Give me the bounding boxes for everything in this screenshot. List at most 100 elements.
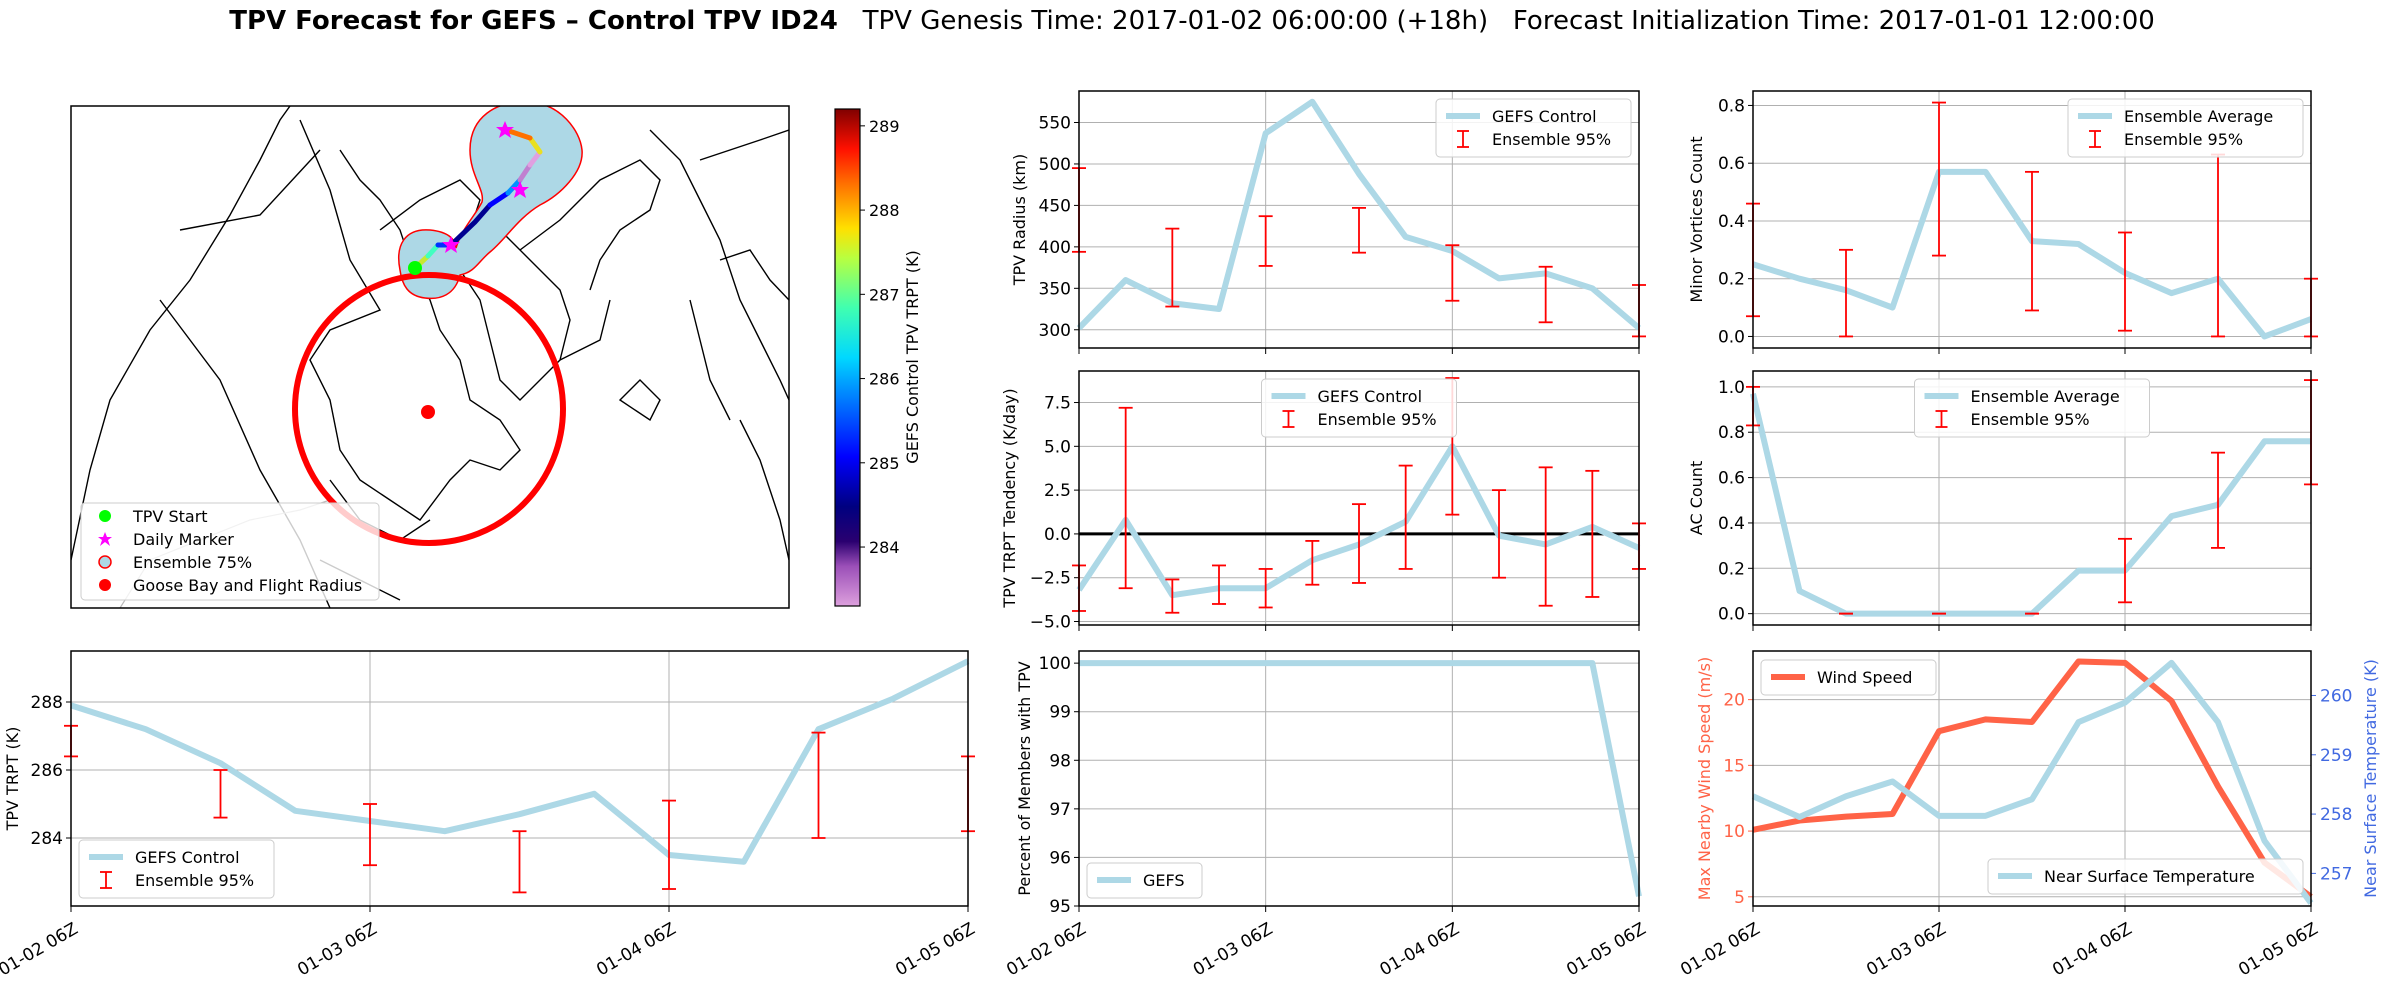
tpv-start-marker xyxy=(408,261,422,275)
y-tick-label: 1.0 xyxy=(1718,378,1745,398)
colorbar-gradient xyxy=(834,108,861,607)
x-tick-label: 01-03 06Z xyxy=(1863,919,1949,980)
y-tick-label: 0.6 xyxy=(1718,154,1745,174)
x-tick-label: 01-05 06Z xyxy=(892,919,978,980)
legend-label: GEFS Control xyxy=(1318,387,1423,406)
plot-frame xyxy=(1078,650,1640,907)
daily-marker xyxy=(442,236,460,253)
legend-label: Ensemble 95% xyxy=(1492,130,1611,149)
legend-label: Wind Speed xyxy=(1817,668,1912,687)
trpt-chart: 284 286 288 01-02 06Z 01-03 06Z 01-04 06Z 01-0… xyxy=(0,650,979,980)
legend-box xyxy=(1987,858,2304,895)
plot-frame xyxy=(1078,90,1640,349)
plot-frame xyxy=(1752,650,2312,907)
series-line xyxy=(1752,658,2313,900)
y2-tick-label: 257 xyxy=(2320,864,2352,884)
legend-goose-bay-icon xyxy=(99,579,111,591)
y-axis-label: TPV TRPT Tendency (K/day) xyxy=(1000,388,1019,608)
radius-chart: 300 350 400 450 500 550 TPV Radius (km) GEFS Co… xyxy=(1010,90,1646,354)
ac-count-chart: 0.0 0.2 0.4 0.6 0.8 1.0 AC Count Ensemble Avera… xyxy=(1687,370,2318,631)
x-tick-label: 01-03 06Z xyxy=(294,919,380,980)
y-tick-label: 450 xyxy=(1039,196,1071,216)
y-tick-label: 500 xyxy=(1039,155,1071,175)
y2-axis-label: Near Surface Temperature (K) xyxy=(2361,659,2380,898)
plot-frame xyxy=(1752,370,2312,626)
colorbar-label: GEFS Control TPV TRPT (K) xyxy=(903,250,922,463)
wind-temperature-chart: 5 10 15 20 257 258 259 260 Near Surface Temperat… xyxy=(1677,650,2380,980)
chart-legend: GEFS xyxy=(1086,862,1203,899)
y-tick-label: 0.4 xyxy=(1718,514,1745,534)
y-tick-label: 7.5 xyxy=(1044,394,1071,414)
y-tick-label: 95 xyxy=(1049,897,1071,917)
legend-label: Ensemble 95% xyxy=(135,871,254,890)
series-line xyxy=(1079,660,1642,897)
chart-legend: GEFS Control Ensemble 95% xyxy=(78,839,275,899)
y-axis-label: Percent of Members with TPV xyxy=(1015,661,1034,895)
legend-label: GEFS Control xyxy=(135,848,240,867)
tpv-track xyxy=(412,127,543,271)
daily-marker xyxy=(496,121,514,138)
legend-box xyxy=(1086,862,1203,899)
legend-box xyxy=(2067,98,2304,158)
colorbar-tick-label: 289 xyxy=(869,117,900,136)
y-tick-label: 2.5 xyxy=(1044,481,1071,501)
daily-marker xyxy=(511,181,529,198)
legend-label: Ensemble Average xyxy=(1971,387,2120,406)
x-tick-label: 01-02 06Z xyxy=(0,919,82,980)
chart-legend: GEFS Control Ensemble 95% xyxy=(1435,98,1632,158)
y-tick-label: 288 xyxy=(31,693,63,713)
y-tick-label: 0.2 xyxy=(1718,559,1745,579)
y-tick-label: 350 xyxy=(1039,279,1071,299)
y-tick-label: −5.0 xyxy=(1030,612,1071,632)
x-tick-label: 01-02 06Z xyxy=(1003,919,1089,980)
y-axis-label: Minor Vortices Count xyxy=(1687,136,1706,302)
y-tick-label: 300 xyxy=(1039,321,1071,341)
tendency-chart: −5.0 −2.5 0.0 2.5 5.0 7.5 TPV TRPT Tendency (K… xyxy=(1000,370,1646,632)
y-axis-label: Max Nearby Wind Speed (m/s) xyxy=(1695,657,1714,900)
colorbar: 284 285 286 287 288 289 GEFS Control TPV TRPT… xyxy=(834,108,922,607)
colorbar-tick-label: 288 xyxy=(869,201,900,220)
title-init: Forecast Initialization Time: 2017-01-01… xyxy=(1512,6,2155,36)
x-tick-label: 01-05 06Z xyxy=(2235,919,2321,980)
y-tick-label: 0.8 xyxy=(1718,423,1745,443)
goose-bay-marker xyxy=(421,405,435,419)
colorbar-tick-label: 287 xyxy=(869,285,900,304)
series-line xyxy=(70,658,970,865)
y-tick-label: 400 xyxy=(1039,238,1071,258)
legend-box xyxy=(1760,659,1937,696)
y2-tick-label: 259 xyxy=(2320,746,2352,766)
y-axis-label: TPV TRPT (K) xyxy=(3,727,22,832)
legend-box xyxy=(1914,378,2150,438)
y-tick-label: 286 xyxy=(31,761,63,781)
x-tick-label: 01-04 06Z xyxy=(2049,919,2135,980)
y-tick-label: 0.0 xyxy=(1718,327,1745,347)
chart-legend: Ensemble Average Ensemble 95% xyxy=(2067,98,2304,158)
y-tick-label: 98 xyxy=(1049,751,1071,771)
map-frame xyxy=(70,105,790,609)
figure-title: TPV Forecast for GEFS – Control TPV ID24… xyxy=(0,6,2384,36)
legend-label: GEFS xyxy=(1143,871,1185,890)
y-tick-label: 97 xyxy=(1049,800,1071,820)
map-legend-label: TPV Start xyxy=(132,507,208,526)
y-tick-label: 0.6 xyxy=(1718,469,1745,489)
series-line xyxy=(1751,659,2314,905)
x-tick-label: 01-04 06Z xyxy=(1377,919,1463,980)
legend-label: Near Surface Temperature xyxy=(2044,867,2255,886)
minor-vortices-chart: 0.0 0.2 0.4 0.6 0.8 Minor Vortices Count Ensem… xyxy=(1687,90,2318,354)
legend-star-icon xyxy=(98,532,112,546)
y-tick-label: 15 xyxy=(1723,756,1745,776)
legend-box xyxy=(1435,98,1632,158)
legend-label: GEFS Control xyxy=(1492,107,1597,126)
y-axis-label: AC Count xyxy=(1687,461,1706,535)
y-tick-label: 0.8 xyxy=(1718,96,1745,116)
legend-label: Ensemble 95% xyxy=(2124,130,2243,149)
chart-legend: Wind Speed xyxy=(1760,659,1937,696)
map-legend-label: Daily Marker xyxy=(133,530,234,549)
colorbar-tick-label: 285 xyxy=(869,454,900,473)
colorbar-tick-label: 286 xyxy=(869,370,900,389)
coastlines xyxy=(71,106,789,608)
legend-label: Ensemble 95% xyxy=(1318,410,1437,429)
y-tick-label: 5 xyxy=(1734,888,1745,908)
y-tick-label: −2.5 xyxy=(1030,569,1071,589)
